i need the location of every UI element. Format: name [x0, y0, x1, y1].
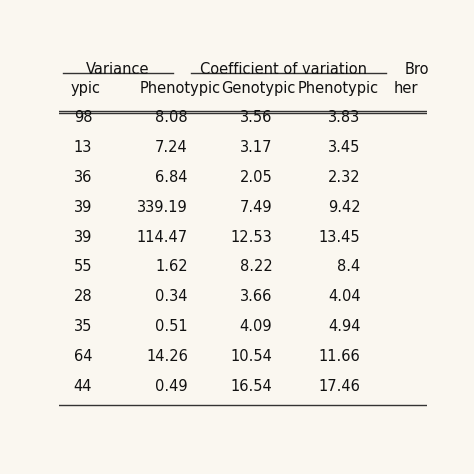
Text: 7.49: 7.49 [240, 200, 272, 215]
Text: 6.84: 6.84 [155, 170, 188, 185]
Text: 114.47: 114.47 [137, 229, 188, 245]
Text: 8.4: 8.4 [337, 259, 360, 274]
Text: 4.09: 4.09 [240, 319, 272, 334]
Text: her: her [393, 81, 418, 96]
Text: 44: 44 [74, 379, 92, 394]
Text: 1.62: 1.62 [155, 259, 188, 274]
Text: 13: 13 [74, 140, 92, 155]
Text: 0.49: 0.49 [155, 379, 188, 394]
Text: 4.94: 4.94 [328, 319, 360, 334]
Text: Coefficient of variation: Coefficient of variation [200, 63, 367, 77]
Text: 12.53: 12.53 [230, 229, 272, 245]
Text: 3.45: 3.45 [328, 140, 360, 155]
Text: 10.54: 10.54 [230, 349, 272, 364]
Text: 11.66: 11.66 [319, 349, 360, 364]
Text: 14.26: 14.26 [146, 349, 188, 364]
Text: 339.19: 339.19 [137, 200, 188, 215]
Text: Bro: Bro [405, 63, 429, 77]
Text: 2.32: 2.32 [328, 170, 360, 185]
Text: 39: 39 [74, 229, 92, 245]
Text: 7.24: 7.24 [155, 140, 188, 155]
Text: Variance: Variance [86, 63, 150, 77]
Text: 9.42: 9.42 [328, 200, 360, 215]
Text: 35: 35 [74, 319, 92, 334]
Text: 3.56: 3.56 [240, 110, 272, 125]
Text: 8.22: 8.22 [239, 259, 272, 274]
Text: 39: 39 [74, 200, 92, 215]
Text: 3.83: 3.83 [328, 110, 360, 125]
Text: 36: 36 [74, 170, 92, 185]
Text: 64: 64 [74, 349, 92, 364]
Text: 13.45: 13.45 [319, 229, 360, 245]
Text: Phenotypic: Phenotypic [298, 81, 379, 96]
Text: 0.34: 0.34 [155, 289, 188, 304]
Text: Genotypic: Genotypic [221, 81, 295, 96]
Text: 0.51: 0.51 [155, 319, 188, 334]
Text: 3.66: 3.66 [240, 289, 272, 304]
Text: ypic: ypic [70, 81, 100, 96]
Text: 16.54: 16.54 [230, 379, 272, 394]
Text: 17.46: 17.46 [319, 379, 360, 394]
Text: 2.05: 2.05 [239, 170, 272, 185]
Text: 28: 28 [73, 289, 92, 304]
Text: Phenotypic: Phenotypic [140, 81, 221, 96]
Text: 55: 55 [74, 259, 92, 274]
Text: 98: 98 [74, 110, 92, 125]
Text: 8.08: 8.08 [155, 110, 188, 125]
Text: 4.04: 4.04 [328, 289, 360, 304]
Text: 3.17: 3.17 [240, 140, 272, 155]
